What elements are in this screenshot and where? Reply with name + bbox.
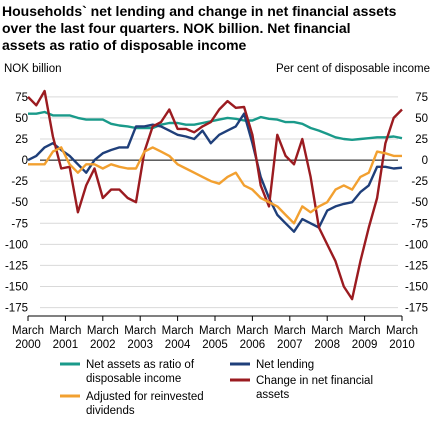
right-tick-label: -50 bbox=[411, 197, 428, 209]
legend-label-line: disposable income bbox=[86, 373, 181, 385]
y-tick-labels: 75 75 50 50 25 25 0 0 -25 -25 -50 -50 -75 -75 -100 -100… bbox=[5, 92, 428, 315]
right-tick-label: -25 bbox=[411, 176, 428, 188]
left-tick-label: 25 bbox=[15, 134, 28, 146]
x-tick-label-year: 2010 bbox=[389, 339, 415, 351]
x-tick-labels: March 2000 March 2001 March 2002 March 2003 Marc… bbox=[12, 315, 418, 351]
x-tick-label-year: 2009 bbox=[352, 339, 378, 351]
x-tick-label-month: March bbox=[236, 325, 268, 337]
x-tick-label-month: March bbox=[311, 325, 343, 337]
chart-title-line: Households` net lending and change in ne… bbox=[2, 3, 397, 19]
x-tick-label-year: 2005 bbox=[202, 339, 228, 351]
left-tick-label: -125 bbox=[5, 260, 28, 272]
left-tick-label: 75 bbox=[15, 92, 28, 104]
x-tick-label-year: 2000 bbox=[15, 339, 41, 351]
legend-label-line: assets bbox=[256, 389, 289, 401]
right-tick-label: -150 bbox=[405, 282, 428, 294]
x-tick-label-month: March bbox=[124, 325, 156, 337]
x-tick-label-month: March bbox=[274, 325, 306, 337]
left-tick-label: -150 bbox=[5, 282, 28, 294]
chart-title-line: assets as ratio of disposable income bbox=[2, 37, 247, 53]
right-tick-label: 0 bbox=[422, 155, 428, 167]
chart-title-line: over the last four quarters. NOK billion… bbox=[2, 20, 351, 36]
left-tick-label: -175 bbox=[5, 303, 28, 315]
series-lines bbox=[27, 89, 403, 301]
x-tick-label-year: 2001 bbox=[53, 339, 79, 351]
legend-label-line: Adjusted for reinvested bbox=[86, 391, 204, 403]
legend-label: Change in net financial assets bbox=[256, 375, 373, 401]
series-line-1 bbox=[28, 110, 403, 142]
x-tick-label-month: March bbox=[162, 325, 194, 337]
left-tick-label: -100 bbox=[5, 239, 28, 251]
x-tick-label-year: 2002 bbox=[90, 339, 116, 351]
right-tick-label: 50 bbox=[415, 113, 428, 125]
legend-label-line: dividends bbox=[86, 405, 135, 417]
x-tick-label-year: 2003 bbox=[127, 339, 153, 351]
x-tick-label-year: 2004 bbox=[165, 339, 191, 351]
series-line-4 bbox=[28, 146, 402, 225]
legend-label: Net assets as ratio of disposable income bbox=[86, 359, 195, 385]
legend: Net assets as ratio of disposable incomeN… bbox=[60, 359, 373, 417]
x-tick-label-month: March bbox=[49, 325, 81, 337]
gridlines bbox=[40, 96, 398, 309]
right-tick-label: -75 bbox=[411, 218, 428, 230]
legend-label: Net lending bbox=[256, 359, 314, 371]
x-tick-label-month: March bbox=[349, 325, 381, 337]
left-tick-label: -25 bbox=[11, 176, 28, 188]
x-tick-label-year: 2006 bbox=[240, 339, 266, 351]
right-tick-label: -125 bbox=[405, 260, 428, 272]
x-tick-label-year: 2008 bbox=[314, 339, 340, 351]
left-tick-label: 50 bbox=[15, 113, 28, 125]
left-tick-label: 0 bbox=[22, 155, 28, 167]
left-tick-label: -75 bbox=[11, 218, 28, 230]
x-tick-label-month: March bbox=[199, 325, 231, 337]
legend-label-line: Net lending bbox=[256, 359, 314, 371]
x-tick-label-month: March bbox=[12, 325, 44, 337]
legend-label-line: Net assets as ratio of bbox=[86, 359, 195, 371]
x-tick-label-year: 2007 bbox=[277, 339, 303, 351]
x-tick-label-month: March bbox=[386, 325, 418, 337]
x-tick-label-month: March bbox=[87, 325, 119, 337]
legend-label: Adjusted for reinvested dividends bbox=[86, 391, 204, 417]
right-tick-label: -175 bbox=[405, 303, 428, 315]
right-axis-label: Per cent of disposable income bbox=[276, 63, 430, 75]
left-axis-label: NOK billion bbox=[4, 63, 62, 75]
series-line-3 bbox=[27, 89, 403, 301]
legend-label-line: Change in net financial bbox=[256, 375, 373, 387]
left-tick-label: -50 bbox=[11, 197, 28, 209]
right-tick-label: -100 bbox=[405, 239, 428, 251]
right-tick-label: 75 bbox=[415, 92, 428, 104]
right-tick-label: 25 bbox=[415, 134, 428, 146]
chart-title: Households` net lending and change in ne… bbox=[2, 3, 397, 53]
series-line-2 bbox=[27, 112, 403, 233]
